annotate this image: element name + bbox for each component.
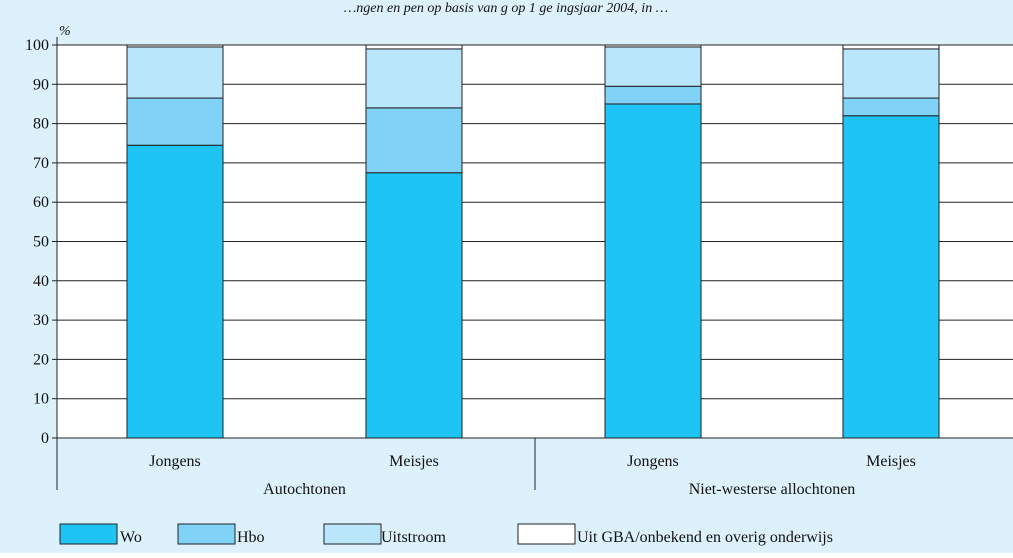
- legend-swatch: [59, 523, 118, 545]
- legend-label: Wo: [120, 529, 142, 546]
- bar-segment-uitstroom: [842, 48, 940, 99]
- bar-segment-uitstroom: [126, 46, 224, 99]
- bar-segment-uit-gba-onbekend-en-overig-onderwijs: [126, 44, 224, 48]
- axes: 0 10 20 30 40 50 60 70 80 90 100%: [25, 24, 536, 490]
- y-tick-label: 80: [33, 116, 49, 133]
- y-tick-label: 100: [25, 37, 49, 54]
- legend-label: Uit GBA/onbekend en overig onderwijs: [577, 529, 833, 546]
- plot-area: [57, 44, 1013, 439]
- y-tick-label: 50: [33, 234, 49, 251]
- bar-segment-wo: [365, 172, 463, 439]
- y-tick-label: 10: [33, 391, 49, 408]
- x-category-label: Jongens: [149, 453, 201, 470]
- x-group-label: Niet-westerse allochtonen: [689, 481, 856, 498]
- category-labels: Jongens Meisjes Jongens Meisjes Autochtonen N…: [149, 453, 916, 498]
- bar-segment-wo: [126, 144, 224, 439]
- bar-segment-uit-gba-onbekend-en-overig-onderwijs: [365, 44, 463, 50]
- y-tick-label: 0: [41, 430, 49, 447]
- y-tick-label: 30: [33, 312, 49, 329]
- bar-segment-hbo: [604, 85, 702, 105]
- bar-segment-wo: [604, 103, 702, 439]
- bar-segment-uit-gba-onbekend-en-overig-onderwijs: [842, 44, 940, 50]
- legend-swatch: [323, 523, 382, 545]
- x-category-label: Jongens: [627, 453, 679, 470]
- y-tick-label: 90: [33, 76, 49, 93]
- chart-title: …ngen en pen op basis van g op 1 ge ings…: [344, 1, 668, 16]
- bar-segment-uitstroom: [365, 48, 463, 109]
- bar-segment-wo: [842, 115, 940, 439]
- legend-label: Hbo: [237, 529, 265, 546]
- y-tick-label: 20: [33, 351, 49, 368]
- bar-segment-hbo: [365, 107, 463, 174]
- y-tick-label: 70: [33, 155, 49, 172]
- x-category-label: Meisjes: [866, 453, 916, 470]
- legend-swatch: [177, 523, 236, 545]
- legend-swatch: [517, 523, 576, 545]
- x-group-label: Autochtonen: [263, 481, 346, 498]
- bar-segment-uit-gba-onbekend-en-overig-onderwijs: [604, 44, 702, 48]
- legend-label: Uitstroom: [381, 529, 446, 546]
- bar-segment-hbo: [126, 97, 224, 146]
- y-unit-label: %: [59, 24, 71, 39]
- y-tick-label: 40: [33, 273, 49, 290]
- x-category-label: Meisjes: [389, 453, 439, 470]
- bar-segment-uitstroom: [604, 46, 702, 87]
- legend: Wo Hbo Uitstroom Uit GBA/onbekend en overig…: [59, 523, 833, 546]
- bar-segment-hbo: [842, 97, 940, 117]
- y-tick-label: 60: [33, 194, 49, 211]
